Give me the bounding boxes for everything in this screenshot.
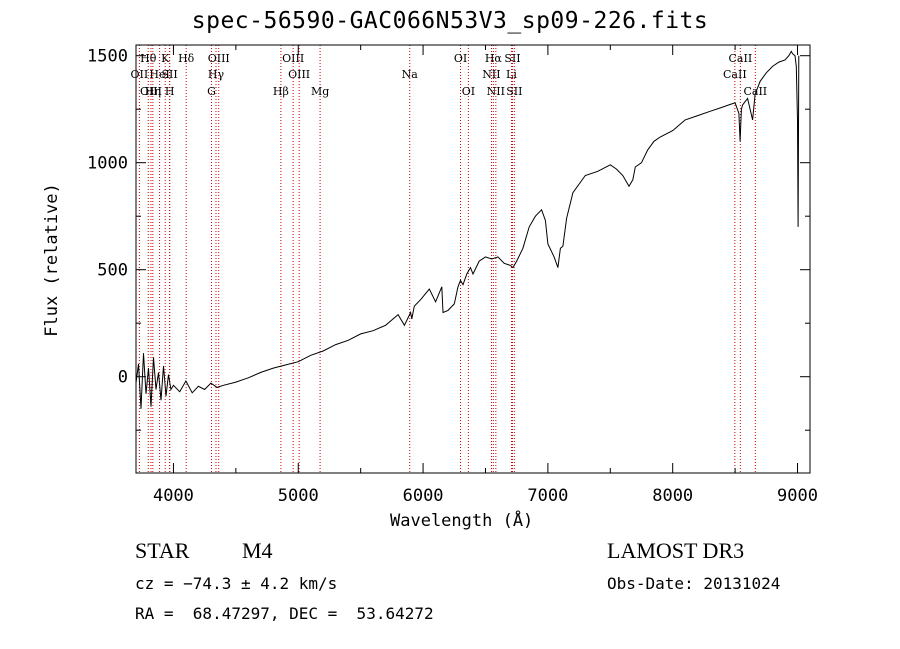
object-class: STAR xyxy=(135,538,190,563)
plot-frame xyxy=(135,44,811,474)
x-tick-label: 6000 xyxy=(403,486,444,506)
spectral-line-label: Hθ xyxy=(140,52,157,65)
spectral-line-label: Hγ xyxy=(208,68,225,81)
x-tick-label: 5000 xyxy=(278,486,319,506)
spectral-line-label: Hη xyxy=(145,85,161,98)
survey-name: LAMOST DR3 xyxy=(607,538,745,563)
redshift-value: cz = −74.3 ± 4.2 km/s xyxy=(135,574,338,593)
spectral-line-label: Mg xyxy=(311,85,329,98)
y-tick-label: 0 xyxy=(118,368,128,388)
spectral-line-label: CaII xyxy=(723,68,747,81)
spectral-line-label: Hδ xyxy=(178,52,195,65)
spectral-line-markers xyxy=(138,45,756,473)
spectral-line-label: NII xyxy=(487,85,505,98)
spectral-line-label: Hα xyxy=(485,52,503,65)
spectral-line-label: Hβ xyxy=(273,85,289,98)
spectral-line-label: G xyxy=(207,85,216,98)
y-tick-label: 1500 xyxy=(87,47,128,67)
x-tick-label: 9000 xyxy=(777,486,818,506)
y-tick-label: 1000 xyxy=(87,154,128,174)
spectral-line-label: Na xyxy=(402,68,419,81)
y-axis-label: Flux (relative) xyxy=(42,183,62,337)
spectral-line-labels: OIIHθOIIIHηHeIKSIIHHδGHγOIIIHβOIIIOIIIMg… xyxy=(131,52,768,98)
x-tick-label: 8000 xyxy=(652,486,693,506)
spectral-line-label: OI xyxy=(462,85,475,98)
spectral-line-label: SII xyxy=(504,52,520,65)
spectral-line-label: K xyxy=(161,52,170,65)
object-subclass: M4 xyxy=(242,538,273,563)
spectrum-series-line xyxy=(135,50,800,409)
axis-ticks: 4000 5000 6000 7000 8000 9000 0 500 1000 1500 xyxy=(87,45,818,506)
sky-coordinates: RA = 68.47297, DEC = 53.64272 xyxy=(135,604,434,623)
x-tick-label: 4000 xyxy=(153,486,194,506)
spectral-line-label: OIII xyxy=(208,52,230,65)
spectral-line-label: NII xyxy=(482,68,500,81)
spectral-line-label: SII xyxy=(161,68,177,81)
y-tick-label: 500 xyxy=(97,261,128,281)
x-tick-label: 7000 xyxy=(527,486,568,506)
spectral-line-label: Li xyxy=(506,68,517,81)
spectral-line-label: CaII xyxy=(743,85,767,98)
spectral-line-label: OIII xyxy=(140,85,162,98)
observation-date: Obs-Date: 20131024 xyxy=(607,574,781,593)
spectral-line-label: CaII xyxy=(729,52,753,65)
spectral-line-label: SII xyxy=(506,85,522,98)
spectral-line-label: OIII xyxy=(288,68,310,81)
spectral-line-label: OI xyxy=(454,52,467,65)
spectral-line-label: OII xyxy=(131,68,149,81)
chart-title: spec-56590-GAC066N53V3_sp09-226.fits xyxy=(191,8,709,34)
spectral-line-label: OIII xyxy=(282,52,304,65)
spectral-line-label: H xyxy=(165,85,175,98)
spectral-line-label: HeI xyxy=(149,68,169,81)
x-axis-label: Wavelength (Å) xyxy=(390,511,534,531)
